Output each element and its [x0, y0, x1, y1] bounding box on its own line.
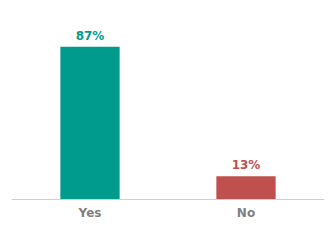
svg-text:87%: 87% [76, 29, 105, 43]
svg-text:13%: 13% [232, 158, 261, 172]
svg-text:Yes: Yes [78, 206, 102, 220]
svg-text:No: No [237, 206, 255, 220]
